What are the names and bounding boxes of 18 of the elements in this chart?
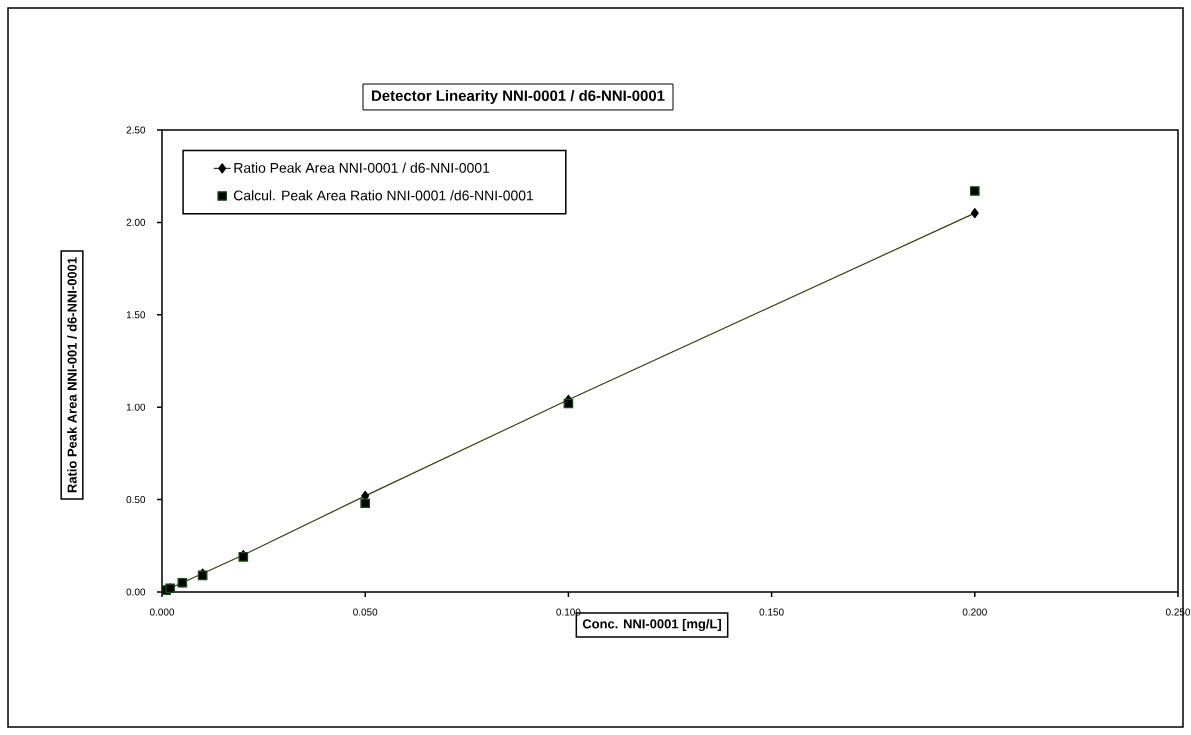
x-axis-title: Conc. NNI-0001 [mg/L] (582, 618, 721, 632)
x-tick-label: 0.000 (149, 608, 175, 616)
x-tick-label: 0.200 (962, 608, 987, 616)
y-axis-title: Ratio Peak Area NNI-001 / d6-NNI-0001 (67, 257, 77, 493)
y-tick-label: 1.50 (126, 311, 146, 319)
y-tick-label: 0.50 (126, 496, 146, 504)
legend-label: Calcul. Peak Area Ratio NNI-0001 /d6-NNI-0001 (233, 190, 534, 201)
x-tick-label: 0.050 (353, 608, 378, 616)
y-tick-label: 2.00 (126, 218, 146, 226)
legend-label: Ratio Peak Area NNI-0001 / d6-NNI-0001 (234, 162, 490, 173)
chart-title: Detector Linearity NNI-0001 / d6-NNI-0001 (372, 90, 665, 104)
point (969, 186, 980, 196)
x-tick-label: 0.100 (556, 608, 581, 616)
y-tick-label: 0.00 (126, 588, 146, 596)
point (360, 498, 371, 509)
x-tick-label: 0.150 (759, 608, 784, 616)
y-tick-label: 1.00 (126, 403, 146, 411)
y-tick-label: 2.50 (126, 126, 146, 134)
